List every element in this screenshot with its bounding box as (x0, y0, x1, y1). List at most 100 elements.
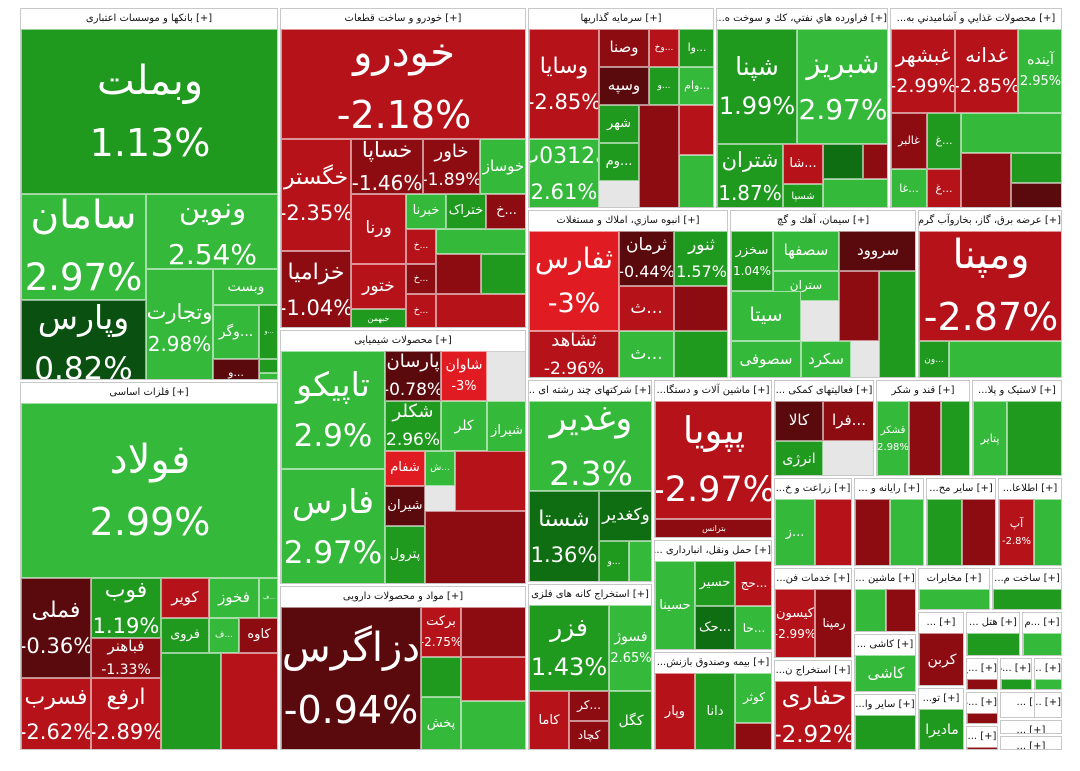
stock-tile[interactable]: فزر 1.43% (529, 605, 609, 691)
stock-tile[interactable]: و... (259, 305, 277, 359)
stock-tile[interactable] (436, 229, 525, 254)
stock-tile[interactable]: حک... (695, 606, 735, 649)
stock-tile[interactable]: سامان 2.97% (21, 194, 146, 300)
stock-tile[interactable] (890, 499, 923, 565)
sector-header[interactable]: [+] ... (967, 727, 997, 748)
stock-tile[interactable]: سکرد (801, 341, 851, 377)
stock-tile[interactable]: دانا (695, 673, 735, 749)
stock-tile[interactable]: ث... (619, 331, 674, 377)
stock-tile[interactable]: ختور (351, 264, 406, 309)
sector-header[interactable]: [+] رایانه و ... (855, 479, 923, 500)
stock-tile[interactable]: سیتا (731, 291, 801, 341)
stock-tile[interactable]: انرژی (775, 441, 823, 475)
sector-header[interactable]: [+] ... (1035, 693, 1061, 714)
stock-tile[interactable]: رمپنا (815, 589, 851, 657)
stock-tile[interactable] (855, 589, 886, 631)
stock-tile[interactable] (961, 113, 1061, 153)
stock-tile[interactable]: وبست (213, 269, 277, 305)
stock-tile[interactable] (735, 723, 771, 749)
sector-header[interactable]: [+] ...م (967, 693, 997, 714)
stock-tile[interactable]: ثنور 1.57% (674, 231, 727, 286)
stock-tile[interactable]: قشکر 2.98% (877, 401, 909, 475)
sector-header[interactable]: [+] عرضه برق، گاز، بخاروآب گرم (919, 211, 1061, 232)
stock-tile[interactable] (1035, 713, 1061, 717)
stock-tile[interactable]: کیسون -2.99% (775, 589, 815, 657)
stock-tile[interactable] (927, 499, 962, 565)
stock-tile[interactable] (919, 589, 989, 609)
stock-tile[interactable] (674, 286, 727, 331)
sector-header[interactable]: [+] ماشین ... (855, 569, 915, 590)
stock-tile[interactable]: مادیرا (919, 709, 963, 749)
stock-tile[interactable] (1001, 713, 1061, 717)
stock-tile[interactable]: وگر... (213, 305, 259, 359)
stock-tile[interactable] (221, 653, 277, 749)
stock-tile[interactable]: دزاگرس -0.94% (281, 607, 421, 749)
stock-tile[interactable]: سصوفی (731, 341, 801, 377)
sector-header[interactable]: [+] محصولات شیمیایی (281, 331, 525, 352)
stock-tile[interactable]: فسرب -2.62% (21, 678, 91, 749)
sector-header[interactable]: [+] سرمایه گذاریها (529, 9, 713, 30)
stock-tile[interactable]: پترول (385, 526, 425, 583)
sector-header[interactable]: [+] سایر مح... (927, 479, 995, 500)
stock-tile[interactable] (823, 144, 863, 179)
stock-tile[interactable]: کگل (609, 691, 651, 749)
stock-tile[interactable]: سصفها (773, 231, 839, 271)
stock-tile[interactable]: سکه0312پ01 2.61% (529, 139, 599, 207)
stock-tile[interactable]: خ... (486, 194, 525, 229)
sector-header[interactable]: [+] سایر وا... (855, 695, 915, 716)
stock-tile[interactable]: فباهنر -1.33% (91, 638, 161, 678)
stock-tile[interactable]: ختراک (446, 194, 486, 229)
stock-tile[interactable] (679, 105, 713, 155)
stock-tile[interactable] (839, 271, 879, 341)
sector-header[interactable]: [+] بانکها و موسسات اعتباری (21, 9, 277, 30)
stock-tile[interactable]: ونوین 2.54% (146, 194, 277, 269)
stock-tile[interactable] (823, 179, 887, 207)
stock-tile[interactable]: شاوان -3% (441, 351, 487, 401)
stock-tile[interactable]: پارسان -0.78% (385, 351, 441, 401)
stock-tile[interactable]: کوثر (735, 673, 771, 723)
stock-tile[interactable]: خبرنا (406, 194, 446, 229)
stock-tile[interactable] (941, 401, 969, 475)
sector-header[interactable]: [+] فراورده هاي نفتي، كك و سوخت ه... (717, 9, 887, 30)
stock-tile[interactable]: شکلر 2.96% (385, 401, 441, 451)
stock-tile[interactable]: شسپا (783, 184, 823, 207)
stock-tile[interactable]: ثرمان -0.44% (619, 231, 674, 286)
stock-tile[interactable] (461, 657, 525, 701)
stock-tile[interactable] (455, 451, 525, 511)
stock-tile[interactable] (815, 499, 851, 565)
stock-tile[interactable]: ثفارس -3% (529, 231, 619, 331)
stock-tile[interactable]: شتران 1.87% (717, 144, 783, 207)
stock-tile[interactable]: ز... (775, 499, 815, 565)
stock-tile[interactable]: و... (213, 359, 259, 379)
sector-header[interactable]: [+] ...ح (967, 659, 997, 680)
stock-tile[interactable]: خبهمن (351, 309, 406, 327)
stock-tile[interactable]: وغدیر 2.3% (529, 401, 651, 491)
stock-tile[interactable]: کلر (441, 401, 487, 451)
stock-tile[interactable] (436, 294, 525, 327)
stock-tile[interactable]: حا... (735, 606, 771, 649)
stock-tile[interactable] (674, 331, 727, 377)
stock-tile[interactable]: برکت -2.75% (421, 607, 461, 657)
stock-tile[interactable] (863, 144, 887, 179)
sector-header[interactable]: [+] خودرو و ساخت قطعات (281, 9, 525, 30)
stock-tile[interactable]: خزامیا -1.04% (281, 251, 351, 327)
stock-tile[interactable]: کاشی (855, 655, 915, 691)
sector-header[interactable]: [+] قند و شکر (877, 381, 969, 402)
sector-header[interactable]: [+] فلزات اساسی (21, 383, 277, 404)
sector-header[interactable]: [+] ...د (1001, 659, 1031, 680)
stock-tile[interactable] (993, 589, 1061, 609)
stock-tile[interactable] (259, 359, 277, 373)
sector-header[interactable]: [+] شرکتهای چند رشته ای ... (529, 381, 651, 402)
stock-tile[interactable]: فسوژ 2.65% (609, 605, 651, 691)
sector-header[interactable]: [+] ... (919, 613, 963, 634)
stock-tile[interactable] (961, 153, 1011, 207)
sector-header[interactable]: [+] لاستیک و پلا... (973, 381, 1061, 402)
stock-tile[interactable]: کر... (569, 691, 609, 721)
stock-tile[interactable]: ف... (209, 618, 239, 653)
stock-tile[interactable] (967, 633, 1019, 655)
stock-tile[interactable] (436, 254, 481, 294)
stock-tile[interactable]: فوب 1.19% (91, 578, 161, 638)
stock-tile[interactable]: وصنا (599, 29, 649, 67)
stock-tile[interactable] (949, 341, 1061, 377)
stock-tile[interactable] (967, 713, 997, 723)
